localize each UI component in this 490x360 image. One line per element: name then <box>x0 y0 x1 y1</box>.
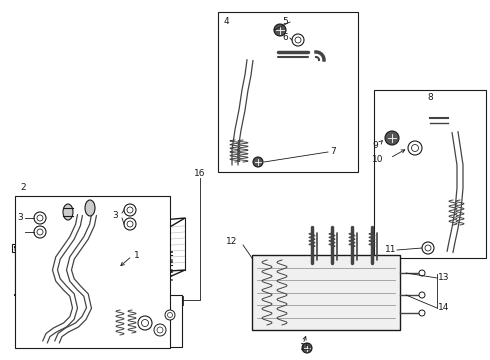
Bar <box>15 196 170 348</box>
Circle shape <box>34 226 46 238</box>
Circle shape <box>425 245 431 251</box>
Circle shape <box>127 221 133 227</box>
Text: 5: 5 <box>282 18 288 27</box>
Circle shape <box>422 242 434 254</box>
Circle shape <box>124 204 136 216</box>
Text: 3: 3 <box>17 213 23 222</box>
Circle shape <box>165 310 175 320</box>
Bar <box>14 246 20 250</box>
Bar <box>374 90 486 258</box>
Circle shape <box>419 310 425 316</box>
Circle shape <box>419 270 425 276</box>
Circle shape <box>385 131 399 145</box>
Text: 15: 15 <box>300 343 312 352</box>
Bar <box>252 255 400 330</box>
Text: 3: 3 <box>112 211 118 220</box>
Circle shape <box>295 37 301 43</box>
Circle shape <box>168 312 172 318</box>
Ellipse shape <box>85 200 95 216</box>
Circle shape <box>138 316 152 330</box>
Circle shape <box>292 34 304 46</box>
Text: 1: 1 <box>134 251 140 260</box>
Circle shape <box>142 320 148 327</box>
Circle shape <box>34 212 46 224</box>
Circle shape <box>302 343 312 353</box>
Circle shape <box>274 24 286 36</box>
Text: 9: 9 <box>372 140 378 149</box>
Bar <box>110 295 182 347</box>
Circle shape <box>412 144 418 152</box>
Ellipse shape <box>63 204 73 220</box>
Text: 8: 8 <box>427 94 433 103</box>
Circle shape <box>419 292 425 298</box>
Text: 14: 14 <box>438 303 449 312</box>
Text: 2: 2 <box>20 184 26 193</box>
Text: 10: 10 <box>372 156 384 165</box>
Text: 16: 16 <box>194 170 206 179</box>
Circle shape <box>37 215 43 221</box>
Circle shape <box>253 157 263 167</box>
Circle shape <box>127 207 133 213</box>
Text: 7: 7 <box>330 148 336 157</box>
Text: 13: 13 <box>438 274 449 283</box>
Text: 4: 4 <box>223 18 229 27</box>
Text: 12: 12 <box>226 238 238 247</box>
Circle shape <box>37 229 43 235</box>
Circle shape <box>124 218 136 230</box>
Circle shape <box>154 324 166 336</box>
Text: 6: 6 <box>282 33 288 42</box>
Bar <box>218 12 358 172</box>
Bar <box>12 244 22 252</box>
Circle shape <box>157 327 163 333</box>
Text: 11: 11 <box>385 246 396 255</box>
Circle shape <box>408 141 422 155</box>
